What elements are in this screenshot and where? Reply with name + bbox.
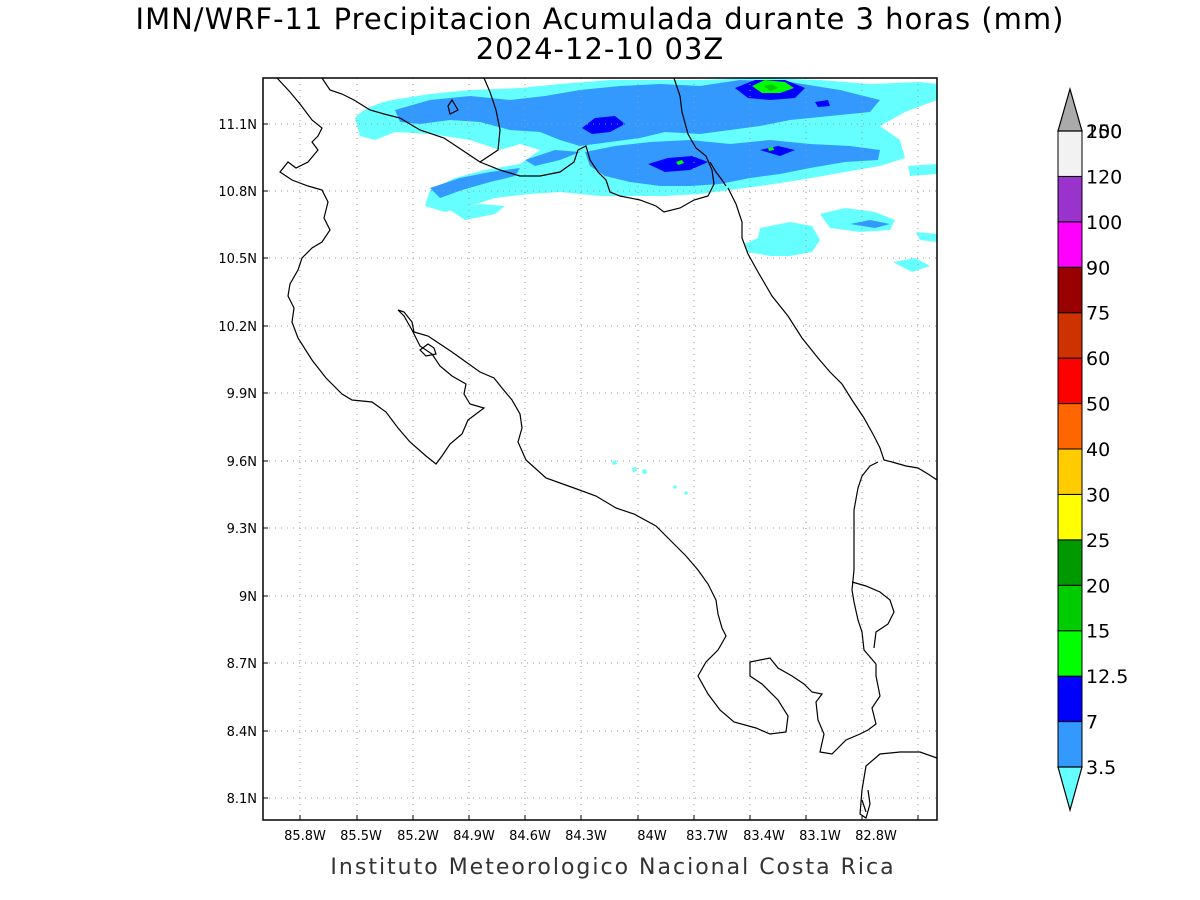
colorbar-label: 12.5 — [1086, 666, 1128, 688]
map-subtitle: 2024-12-10 03Z — [475, 32, 725, 66]
lon-tick-label: 83.7W — [686, 829, 728, 844]
colorbar-bottom-arrow — [1057, 766, 1083, 813]
costa-rica-panama-border — [851, 461, 879, 665]
lon-tick-label: 85.5W — [340, 829, 382, 844]
costa-rica-panama-caribbean-coast — [727, 187, 937, 481]
lat-tick-label: 9.9N — [227, 387, 257, 402]
colorbar-cell — [1057, 403, 1083, 450]
lon-tick-label: 84W — [637, 829, 667, 844]
tick-marks — [263, 123, 919, 820]
lon-tick-label: 83.1W — [799, 829, 841, 844]
precip-moderate-blob-se — [850, 220, 890, 228]
colorbar-cell — [1057, 175, 1083, 223]
coastline — [276, 78, 937, 819]
lat-tick-label: 8.4N — [227, 725, 257, 740]
nicoya-island — [419, 343, 437, 357]
colorbar-label: 20 — [1086, 575, 1110, 597]
colorbar-cell — [1057, 357, 1083, 405]
lon-tick-label: 85.2W — [397, 829, 439, 844]
colorbar-label: 40 — [1086, 439, 1110, 461]
precip-light-blob-se4 — [916, 232, 937, 242]
colorbar-cell — [1057, 312, 1083, 359]
colorbar-cells — [1057, 130, 1083, 768]
precip-light-strip-east — [908, 164, 937, 176]
colorbar-label: 200 — [1086, 121, 1122, 143]
colorbar-cell — [1057, 584, 1083, 632]
lat-tick-label: 9.6N — [227, 455, 257, 470]
colorbar-label: 3.5 — [1086, 757, 1116, 779]
colorbar-top-arrow — [1057, 86, 1083, 132]
lat-tick-label: 8.7N — [227, 657, 257, 672]
precip-light-blob-se2 — [820, 208, 895, 232]
lat-tick-label: 9.3N — [227, 522, 257, 537]
precip-moderate-streak-west — [430, 168, 520, 198]
colorbar-label: 7 — [1086, 712, 1098, 734]
osa-peninsula-tip — [861, 799, 867, 813]
precip-light-blob-se1 — [745, 222, 820, 256]
longitude-labels: 85.8W 85.5W 85.2W 84.9W 84.6W 84.3W 84W … — [284, 829, 897, 844]
colorbar-label: 75 — [1086, 303, 1110, 325]
colorbar-cell — [1057, 675, 1083, 723]
precip-extreme-core — [764, 84, 778, 91]
footer-credit: Instituto Meteorologico Nacional Costa R… — [330, 855, 896, 880]
lake-nicaragua-shore — [321, 78, 501, 163]
colorbar-cell — [1057, 539, 1083, 586]
lon-tick-label: 83.4W — [743, 829, 785, 844]
colorbar-cell — [1057, 221, 1083, 268]
lat-tick-label: 11.1N — [218, 118, 257, 133]
colorbar-cell — [1057, 266, 1083, 314]
colorbar-cell — [1057, 721, 1083, 768]
lon-tick-label: 84.6W — [509, 829, 551, 844]
border-san-juan-river — [709, 161, 727, 187]
nicaragua-pacific-coast — [276, 78, 881, 755]
colorbar-label: 30 — [1086, 484, 1110, 506]
lat-tick-label: 9N — [239, 590, 257, 605]
colorbar-cell — [1057, 493, 1083, 541]
colorbar-cell — [1057, 630, 1083, 677]
precip-moderate-band-middle — [585, 140, 880, 186]
lat-tick-label: 8.1N — [227, 792, 257, 807]
colorbar-label: 150 — [1086, 121, 1122, 143]
colorbar-cell — [1057, 448, 1083, 495]
precip-light-blob-lower — [450, 204, 505, 220]
map-title: IMN/WRF-11 Precipitacion Acumulada duran… — [135, 2, 1065, 36]
lat-tick-label: 10.8N — [218, 185, 257, 200]
lon-tick-label: 84.3W — [565, 829, 607, 844]
precip-heavy-west-cell — [582, 116, 625, 134]
plot-frame — [262, 77, 938, 821]
colorbar-label: 15 — [1086, 621, 1110, 643]
lon-tick-label: 82.8W — [855, 829, 897, 844]
colorbar-label: 120 — [1086, 166, 1122, 188]
precip-moderate-streak-mid — [525, 150, 580, 166]
nicaragua-inner-lake-island — [447, 98, 459, 115]
precip-light-blob-center — [612, 460, 688, 495]
map-grid — [263, 78, 937, 820]
country-borders — [479, 78, 895, 665]
precip-heavy-small-cell — [815, 100, 830, 107]
colorbar-cell — [1057, 130, 1083, 177]
colorbar-label: 50 — [1086, 394, 1110, 416]
colorbar-label: 25 — [1086, 530, 1110, 552]
precipitation-field — [355, 78, 937, 495]
lon-tick-label: 84.9W — [453, 829, 495, 844]
colorbar-label: 100 — [1086, 212, 1122, 234]
latitude-labels: 11.1N 10.8N 10.5N 10.2N 9.9N 9.6N 9.3N 9… — [218, 118, 257, 807]
colorbar-label: 90 — [1086, 257, 1110, 279]
precip-light-blob-se3 — [893, 258, 930, 272]
panama-pacific-coast — [859, 751, 937, 819]
colorbar-label: 60 — [1086, 348, 1110, 370]
lon-tick-label: 85.8W — [284, 829, 326, 844]
lat-tick-label: 10.5N — [218, 252, 257, 267]
nicaragua-costa-rica-border — [479, 78, 715, 213]
panama-inland-border — [851, 581, 895, 649]
lat-tick-label: 10.2N — [218, 320, 257, 335]
